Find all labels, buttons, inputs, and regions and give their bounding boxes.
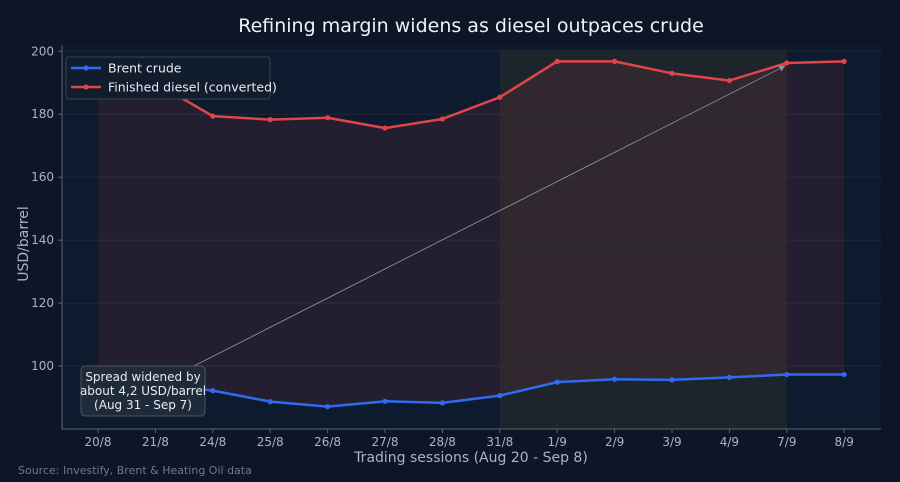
- y-axis-label: USD/barrel: [16, 206, 32, 282]
- legend-label-1: Finished diesel (converted): [108, 80, 277, 95]
- annotation-text: (Aug 31 - Sep 7): [94, 398, 192, 412]
- data-point: [841, 58, 847, 64]
- x-tick-label: 26/8: [314, 435, 341, 449]
- y-tick-label: 160: [31, 170, 54, 184]
- x-tick-label: 31/8: [486, 435, 513, 449]
- legend-label-0: Brent crude: [108, 61, 182, 76]
- y-tick-label: 180: [31, 107, 54, 121]
- annotation-box: [80, 365, 206, 417]
- x-tick-label: 2/9: [605, 435, 624, 449]
- series-line-1: [97, 60, 845, 130]
- data-point: [554, 58, 560, 64]
- x-tick-label: 1/9: [548, 435, 567, 449]
- x-tick-label: 28/8: [429, 435, 456, 449]
- data-point: [210, 388, 216, 394]
- data-point: [210, 113, 216, 119]
- annotation-text: about 4,2 USD/barrel: [80, 384, 206, 398]
- data-point: [325, 115, 331, 121]
- plot-area: 100 120 140 160 180 200 20/8 21/8 24/8 25/8 26/8 27…: [31, 44, 881, 449]
- data-point: [841, 371, 847, 378]
- data-point: [267, 116, 273, 123]
- data-point: [612, 376, 618, 382]
- y-tick-label: 100: [31, 359, 54, 373]
- chart-title: Refining margin widens as diesel outpace…: [238, 15, 704, 37]
- x-tick-label: 21/8: [142, 435, 169, 449]
- x-tick-label: 27/8: [372, 435, 399, 449]
- data-point: [784, 371, 790, 378]
- legend-box: [65, 56, 271, 100]
- source-note: Source: Investify, Brent & Heating Oil d…: [18, 464, 252, 477]
- data-point: [439, 116, 445, 122]
- data-point: [382, 398, 388, 404]
- x-tick-label: 8/9: [835, 435, 854, 449]
- x-axis-label: Trading sessions (Aug 20 - Sep 8): [353, 450, 588, 466]
- data-point: [669, 377, 675, 383]
- x-tick-label: 4/9: [720, 435, 739, 449]
- y-tick-label: 140: [31, 233, 54, 247]
- data-point: [784, 60, 790, 66]
- x-tick-label: 25/8: [257, 435, 284, 449]
- x-tick-label: 3/9: [662, 435, 681, 449]
- x-tick-label: 24/8: [199, 435, 226, 449]
- data-point: [726, 374, 733, 380]
- legend-marker-1: [83, 84, 89, 90]
- y-tick-label: 200: [31, 44, 54, 58]
- data-point: [325, 404, 331, 410]
- legend: Brent crude Finished diesel (converted): [65, 56, 277, 100]
- data-point: [669, 70, 675, 76]
- data-point: [554, 379, 560, 385]
- data-point: [497, 393, 503, 399]
- annotation-arrow: [189, 65, 786, 369]
- data-point: [726, 77, 733, 84]
- data-point: [382, 125, 388, 131]
- y-tick-label: 120: [31, 296, 54, 310]
- data-point: [497, 94, 503, 100]
- data-point: [439, 400, 445, 406]
- data-point: [612, 58, 618, 64]
- series-line-0: [97, 373, 845, 408]
- x-tick-label: 7/9: [777, 435, 796, 449]
- legend-marker-0: [83, 65, 89, 71]
- annotation-text: Spread widened by: [85, 370, 200, 384]
- x-tick-label: 20/8: [85, 435, 112, 449]
- data-point: [267, 399, 273, 405]
